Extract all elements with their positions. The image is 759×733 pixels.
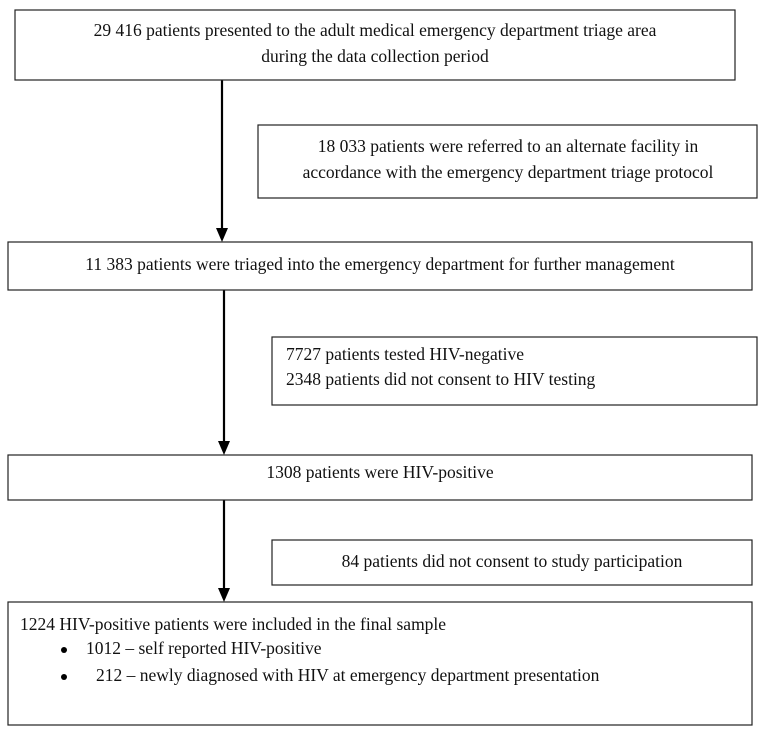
bullet-text: 1012 – self reported HIV-positive bbox=[86, 638, 322, 658]
box-text: 11 383 patients were triaged into the em… bbox=[85, 254, 675, 274]
flow-box bbox=[7, 241, 753, 291]
arrow-head bbox=[216, 228, 228, 242]
box-text: during the data collection period bbox=[261, 46, 489, 66]
bullet bbox=[61, 647, 67, 653]
flow-box bbox=[7, 601, 753, 726]
box-text: 1308 patients were HIV-positive bbox=[266, 462, 494, 482]
flow-box bbox=[7, 454, 753, 501]
box-text: 7727 patients tested HIV-negative bbox=[286, 344, 524, 364]
box-text: 84 patients did not consent to study par… bbox=[342, 551, 683, 571]
exclusion-box bbox=[271, 539, 753, 586]
bullet-text: 212 – newly diagnosed with HIV at emerge… bbox=[96, 665, 600, 685]
box-text: 29 416 patients presented to the adult m… bbox=[94, 20, 657, 40]
box-text: 2348 patients did not consent to HIV tes… bbox=[286, 369, 596, 389]
box-text: 1224 HIV-positive patients were included… bbox=[20, 614, 446, 634]
box-text: accordance with the emergency department… bbox=[303, 162, 714, 182]
arrow-head bbox=[218, 588, 230, 602]
exclusion-box bbox=[257, 124, 758, 199]
arrow-head bbox=[218, 441, 230, 455]
bullet bbox=[61, 674, 67, 680]
exclusion-box bbox=[271, 336, 758, 406]
box-text: 18 033 patients were referred to an alte… bbox=[318, 136, 699, 156]
flow-box bbox=[14, 9, 736, 81]
